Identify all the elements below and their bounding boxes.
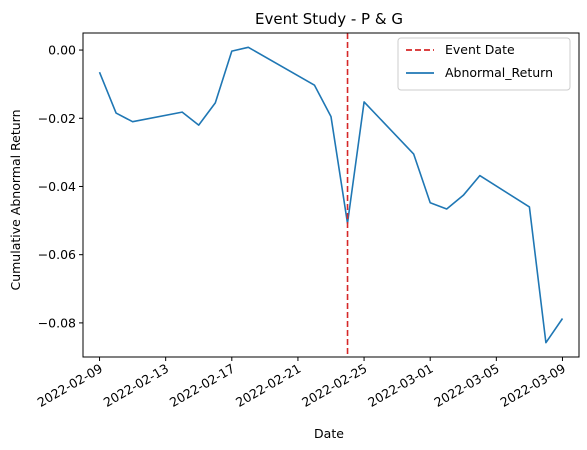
x-tick-label: 2022-02-17 xyxy=(167,361,237,410)
legend-label-event-date: Event Date xyxy=(445,42,515,57)
y-tick-label: −0.06 xyxy=(38,247,76,262)
axes-frame xyxy=(82,32,580,358)
x-tick-label: 2022-02-09 xyxy=(35,361,105,410)
y-tick-label: −0.08 xyxy=(38,315,76,330)
legend-label-abnormal-return: Abnormal_Return xyxy=(445,65,553,80)
abnormal-return-line xyxy=(98,46,564,344)
x-tick-label: 2022-02-21 xyxy=(233,361,303,410)
x-tick-label: 2022-03-09 xyxy=(498,361,568,410)
y-tick-label: −0.04 xyxy=(38,179,76,194)
chart-title: Event Study - P & G xyxy=(255,10,403,28)
y-tick-label: −0.02 xyxy=(38,111,76,126)
y-axis-label: Cumulative Abnormal Return xyxy=(8,109,23,290)
legend: Event Date Abnormal_Return xyxy=(397,37,571,91)
plot-area xyxy=(98,33,564,357)
legend-box xyxy=(397,37,571,91)
x-tick-label: 2022-02-25 xyxy=(299,361,369,410)
x-tick-label: 2022-03-01 xyxy=(365,361,435,410)
ticks-layer: 0.00−0.02−0.04−0.06−0.082022-02-092022-0… xyxy=(35,43,568,410)
x-tick-label: 2022-03-05 xyxy=(431,361,501,410)
y-tick-label: 0.00 xyxy=(48,43,76,58)
x-tick-label: 2022-02-13 xyxy=(101,361,171,410)
x-axis-label: Date xyxy=(314,426,344,441)
